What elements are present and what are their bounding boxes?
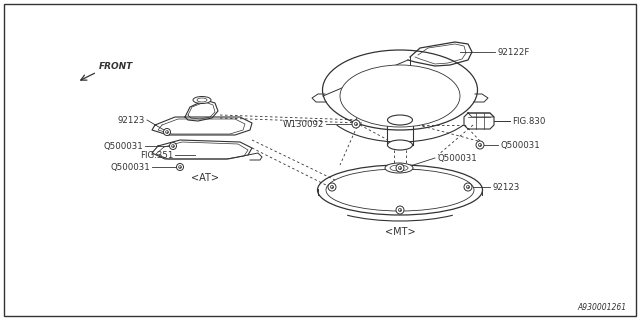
Ellipse shape: [193, 97, 211, 103]
Circle shape: [467, 185, 470, 188]
Circle shape: [330, 185, 333, 188]
Text: 92122F: 92122F: [497, 47, 529, 57]
Text: W130092: W130092: [283, 119, 324, 129]
Text: Q500031: Q500031: [500, 140, 540, 149]
Circle shape: [476, 141, 484, 149]
Text: 92123: 92123: [118, 116, 145, 124]
Ellipse shape: [340, 65, 460, 127]
Circle shape: [172, 145, 175, 148]
Text: Q500031: Q500031: [437, 154, 477, 163]
Circle shape: [166, 131, 168, 133]
Ellipse shape: [317, 165, 483, 215]
Circle shape: [355, 123, 358, 126]
Ellipse shape: [345, 70, 455, 125]
Text: FIG.830: FIG.830: [512, 116, 545, 125]
Ellipse shape: [197, 98, 207, 102]
Text: <MT>: <MT>: [385, 227, 415, 237]
Circle shape: [163, 129, 170, 135]
Text: Q500031: Q500031: [110, 163, 150, 172]
Ellipse shape: [326, 169, 474, 211]
Text: 92123: 92123: [492, 182, 520, 191]
Circle shape: [398, 166, 402, 170]
Circle shape: [179, 166, 181, 168]
Text: A930001261: A930001261: [578, 303, 627, 312]
Circle shape: [479, 143, 482, 147]
Ellipse shape: [387, 115, 413, 125]
Circle shape: [464, 183, 472, 191]
Circle shape: [396, 206, 404, 214]
Ellipse shape: [390, 165, 408, 171]
Circle shape: [170, 142, 177, 149]
Circle shape: [396, 164, 404, 172]
Text: <AT>: <AT>: [191, 173, 219, 183]
Circle shape: [328, 183, 336, 191]
Ellipse shape: [385, 163, 413, 173]
Circle shape: [352, 120, 360, 128]
Circle shape: [177, 164, 184, 171]
Text: Q500031: Q500031: [103, 141, 143, 150]
Ellipse shape: [387, 140, 413, 150]
Text: FRONT: FRONT: [99, 62, 133, 71]
Ellipse shape: [323, 50, 477, 130]
Text: FIG.351: FIG.351: [140, 150, 173, 159]
Circle shape: [398, 208, 402, 212]
